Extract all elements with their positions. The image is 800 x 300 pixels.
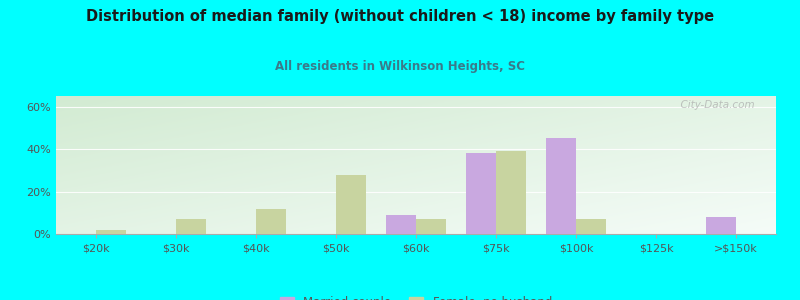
- Bar: [576, 219, 606, 234]
- Bar: [706, 217, 736, 234]
- Bar: [176, 219, 206, 234]
- Bar: [466, 153, 496, 234]
- Bar: [416, 219, 446, 234]
- Text: All residents in Wilkinson Heights, SC: All residents in Wilkinson Heights, SC: [275, 60, 525, 73]
- Text: City-Data.com: City-Data.com: [674, 100, 754, 110]
- Bar: [386, 215, 416, 234]
- Bar: [256, 208, 286, 234]
- Text: Distribution of median family (without children < 18) income by family type: Distribution of median family (without c…: [86, 9, 714, 24]
- Bar: [336, 175, 366, 234]
- Bar: [96, 230, 126, 234]
- Bar: [496, 151, 526, 234]
- Legend: Married couple, Female, no husband: Married couple, Female, no husband: [275, 291, 557, 300]
- Bar: [546, 139, 576, 234]
